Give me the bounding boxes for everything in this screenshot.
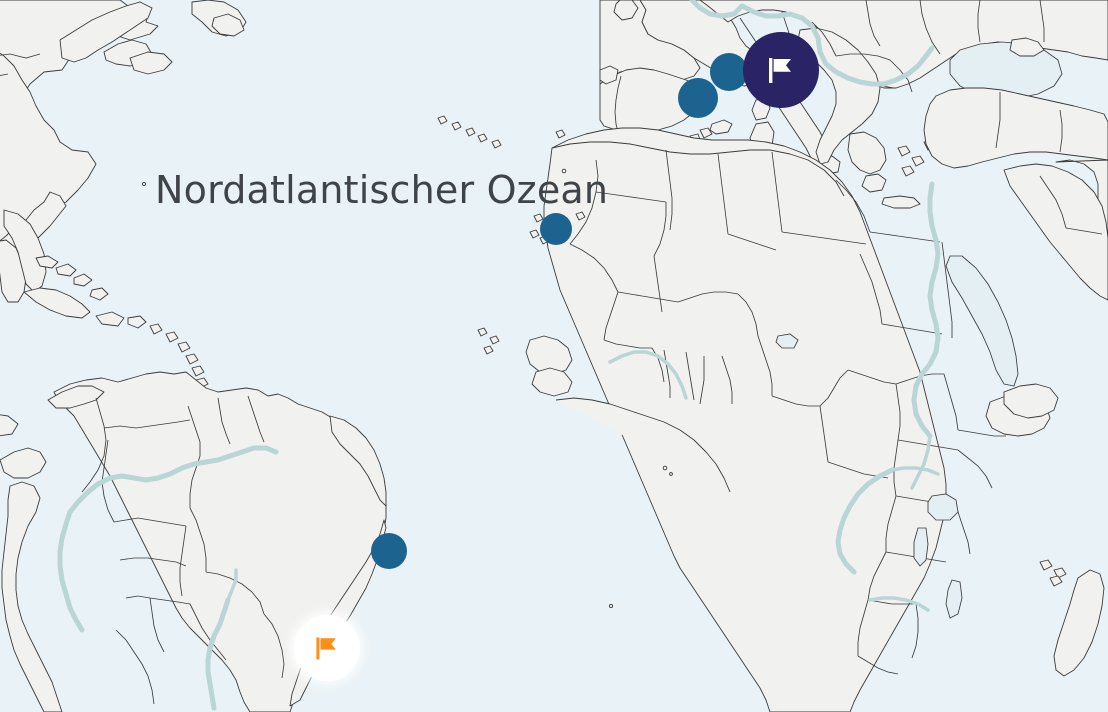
marker-dot-canaries[interactable] — [540, 213, 572, 245]
region-arabia — [1003, 163, 1108, 301]
marker-dot-barcelona[interactable] — [710, 53, 748, 91]
region-africa — [477, 127, 1105, 712]
ocean-label: Nordatlantischer Ozean — [155, 168, 609, 212]
atlantic-islands — [141, 115, 673, 609]
marker-flag-italy[interactable] — [743, 32, 819, 108]
marker-dot-brazil-ne[interactable] — [371, 533, 407, 569]
marker-flag-brazil-se[interactable] — [294, 615, 360, 681]
flag-icon — [316, 637, 336, 660]
marker-dot-south-spain[interactable] — [678, 78, 718, 118]
region-north-america — [0, 0, 247, 303]
flag-icon — [769, 58, 791, 83]
